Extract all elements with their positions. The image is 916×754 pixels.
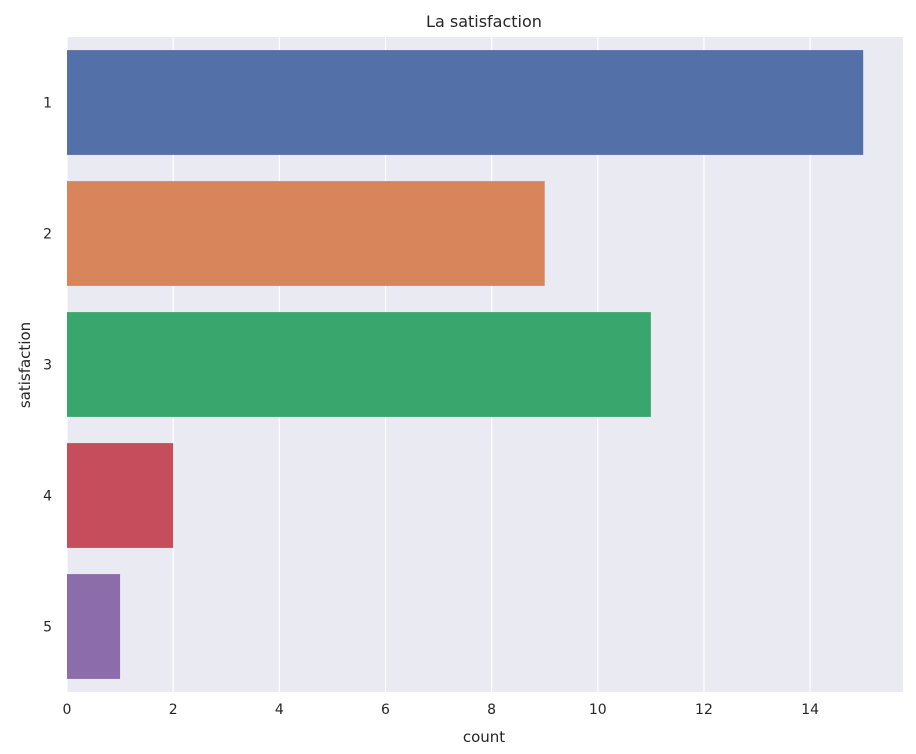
y-tick-label: 4 xyxy=(43,489,52,505)
x-tick-label: 2 xyxy=(169,702,178,718)
y-tick-label: 5 xyxy=(43,620,52,636)
x-axis-label: count xyxy=(463,728,505,746)
x-tick-label: 0 xyxy=(63,702,72,718)
bars xyxy=(67,50,864,679)
x-axis-ticks: 0 2 4 6 8 10 12 14 xyxy=(63,702,820,718)
y-tick-label: 3 xyxy=(43,358,52,374)
x-tick-label: 8 xyxy=(487,702,496,718)
y-tick-label: 2 xyxy=(43,227,52,243)
x-tick-label: 6 xyxy=(381,702,390,718)
bar-1 xyxy=(67,50,864,155)
chart-title: La satisfaction xyxy=(426,12,542,31)
bar-3 xyxy=(67,312,651,417)
bar-5 xyxy=(67,574,121,679)
y-axis-ticks: 1 2 3 4 5 xyxy=(43,96,52,636)
x-tick-label: 10 xyxy=(589,702,607,718)
x-tick-label: 12 xyxy=(695,702,713,718)
x-tick-label: 14 xyxy=(801,702,819,718)
bar-4 xyxy=(67,443,174,548)
bar-2 xyxy=(67,181,545,286)
y-tick-label: 1 xyxy=(43,96,52,112)
x-tick-label: 4 xyxy=(275,702,284,718)
y-axis-label: satisfaction xyxy=(16,322,34,408)
